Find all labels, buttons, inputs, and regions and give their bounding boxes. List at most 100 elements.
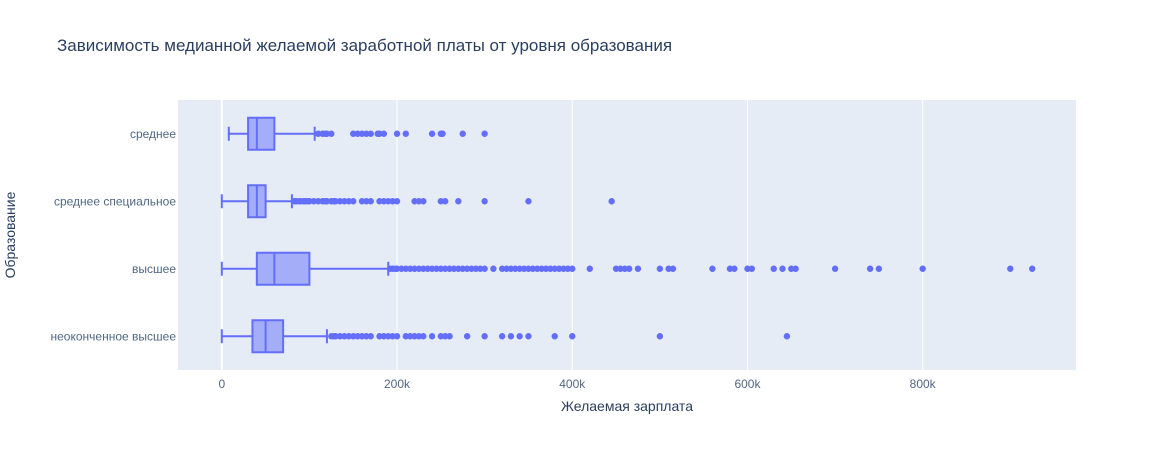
outlier-point — [367, 333, 374, 340]
outlier-point — [415, 265, 423, 272]
outlier-point — [481, 333, 488, 340]
outlier-point — [551, 265, 558, 272]
outlier-point — [621, 265, 629, 272]
outlier-point — [919, 265, 926, 272]
outlier-point — [569, 265, 576, 272]
outlier-point — [534, 265, 541, 272]
x-tick-label: 600k — [734, 377, 761, 391]
outlier-point — [788, 265, 795, 272]
outlier-point — [437, 333, 445, 340]
outlier-point — [875, 265, 883, 272]
outlier-point — [455, 265, 462, 272]
outlier-point — [367, 130, 374, 137]
outlier-point — [350, 333, 357, 340]
iqr-box — [255, 251, 311, 286]
outlier-point — [332, 333, 339, 340]
outlier-point — [507, 333, 515, 340]
outlier-point — [665, 265, 672, 272]
outlier-point — [314, 198, 322, 205]
outlier-point — [516, 265, 523, 272]
outlier-point — [586, 265, 593, 272]
outlier-point — [468, 265, 475, 272]
outlier-point — [402, 333, 409, 340]
iqr-box — [247, 116, 276, 151]
x-tick-label: 0 — [218, 377, 225, 391]
outlier-point — [792, 265, 799, 272]
outlier-point — [393, 130, 401, 137]
outlier-point — [402, 265, 409, 272]
outlier-point — [709, 265, 716, 272]
outlier-point — [393, 265, 401, 272]
outlier-point — [481, 198, 488, 205]
outlier-point — [520, 265, 528, 272]
outlier-point — [406, 265, 414, 272]
outlier-point — [411, 265, 418, 272]
outlier-point — [525, 333, 532, 340]
outlier-point — [669, 265, 677, 272]
outlier-point — [744, 265, 751, 272]
outlier-point — [428, 130, 436, 137]
box-group — [227, 116, 488, 151]
outlier-point — [748, 265, 756, 272]
outlier-point — [341, 333, 348, 340]
outlier-point — [363, 333, 370, 340]
outlier-point — [389, 198, 396, 205]
outlier-point — [446, 265, 453, 272]
x-tick-label: 800k — [910, 377, 937, 391]
outlier-point — [459, 130, 466, 137]
outlier-point — [783, 333, 791, 340]
y-tick-label: неоконченное высшее — [51, 329, 177, 343]
outlier-point — [463, 333, 471, 340]
outlier-point — [779, 265, 786, 272]
outlier-point — [389, 333, 396, 340]
outlier-point — [866, 265, 874, 272]
plot-background — [178, 100, 1076, 370]
outlier-point — [328, 130, 335, 137]
outlier-point — [439, 130, 446, 137]
outlier-point — [415, 198, 423, 205]
outlier-point — [336, 198, 344, 205]
outlier-point — [385, 198, 392, 205]
outlier-point — [306, 198, 313, 205]
y-axis-title: Образование — [2, 191, 18, 278]
outlier-point — [612, 265, 620, 272]
outlier-point — [341, 198, 348, 205]
outlier-point — [477, 265, 484, 272]
x-axis-ticks: 0 200k 400k 600k 800k — [218, 377, 936, 391]
outlier-point — [551, 333, 558, 340]
outlier-point — [380, 333, 388, 340]
outlier-point — [656, 265, 664, 272]
outlier-point — [542, 265, 550, 272]
outlier-point — [512, 265, 519, 272]
outlier-point — [367, 198, 374, 205]
outlier-point — [437, 198, 445, 205]
outlier-point — [831, 265, 839, 272]
outlier-point — [428, 333, 436, 340]
outlier-point — [411, 198, 418, 205]
outlier-point — [498, 265, 506, 272]
outlier-point — [350, 198, 357, 205]
outlier-point — [358, 198, 366, 205]
outlier-point — [560, 265, 567, 272]
outlier-point — [442, 198, 449, 205]
outlier-point — [459, 265, 466, 272]
chart-title: Зависимость медианной желаемой заработно… — [57, 36, 672, 55]
outlier-point — [731, 265, 738, 272]
outlier-point — [358, 130, 366, 137]
outlier-point — [350, 130, 357, 137]
box-group — [220, 184, 615, 219]
outlier-point — [555, 265, 563, 272]
grid-lines — [220, 100, 924, 370]
outlier-point — [358, 333, 366, 340]
outlier-point — [525, 265, 532, 272]
outlier-point — [420, 198, 427, 205]
outlier-point — [656, 333, 664, 340]
outlier-point — [363, 130, 370, 137]
y-tick-label: среднее специальное — [54, 194, 176, 208]
outlier-point — [490, 265, 497, 272]
outlier-point — [1007, 265, 1014, 272]
outlier-point — [481, 130, 488, 137]
outlier-point — [345, 198, 353, 205]
outlier-point — [380, 198, 388, 205]
